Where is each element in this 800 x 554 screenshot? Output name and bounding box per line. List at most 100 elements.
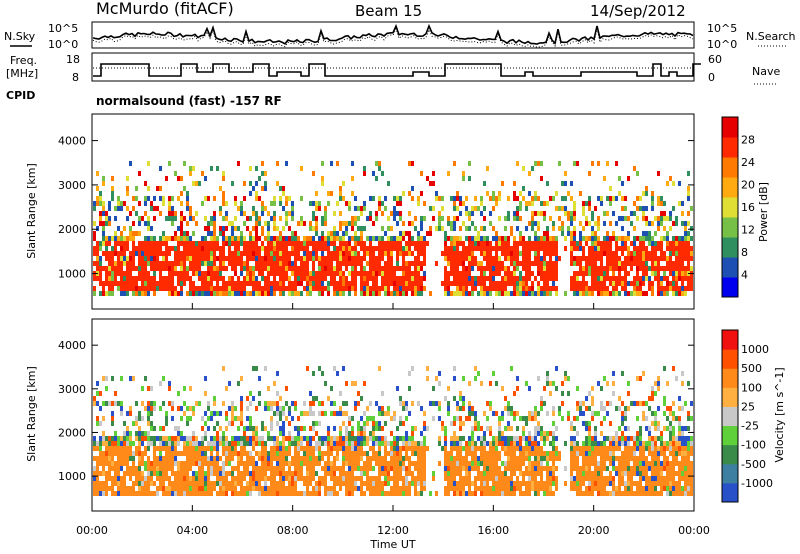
heatmap-cell (294, 491, 297, 496)
heatmap-cell (276, 481, 279, 486)
heatmap-cell (471, 411, 474, 416)
heatmap-cell (489, 401, 492, 406)
heatmap-cell (546, 286, 549, 291)
heatmap-cell (399, 451, 402, 456)
heatmap-cell (465, 276, 468, 281)
heatmap-cell (189, 206, 192, 211)
heatmap-cell (312, 436, 315, 441)
heatmap-cell (417, 446, 420, 451)
heatmap-cell (465, 471, 468, 476)
heatmap-cell (333, 441, 336, 446)
heatmap-cell (591, 211, 594, 216)
heatmap-cell (279, 486, 282, 491)
heatmap-cell (486, 191, 489, 196)
heatmap-cell (342, 286, 345, 291)
heatmap-cell (462, 241, 465, 246)
heatmap-cell (366, 481, 369, 486)
heatmap-cell (165, 246, 168, 251)
heatmap-cell (522, 431, 525, 436)
heatmap-cell (447, 481, 450, 486)
heatmap-cell (366, 471, 369, 476)
heatmap-cell (372, 251, 375, 256)
heatmap-cell (690, 281, 693, 286)
heatmap-cell (537, 486, 540, 491)
heatmap-cell (498, 261, 501, 266)
heatmap-cell (342, 221, 345, 226)
heatmap-cell (129, 486, 132, 491)
heatmap-cell (102, 471, 105, 476)
heatmap-cell (135, 401, 138, 406)
heatmap-cell (546, 246, 549, 251)
heatmap-cell (177, 486, 180, 491)
heatmap-cell (234, 271, 237, 276)
heatmap-cell (240, 291, 243, 296)
heatmap-cell (240, 451, 243, 456)
heatmap-cell (201, 471, 204, 476)
heatmap-cell (150, 246, 153, 251)
colorbar-swatch (722, 237, 738, 258)
heatmap-cell (201, 286, 204, 291)
heatmap-cell (183, 276, 186, 281)
heatmap-cell (582, 491, 585, 496)
heatmap-cell (147, 226, 150, 231)
heatmap-cell (111, 261, 114, 266)
heatmap-cell (156, 251, 159, 256)
heatmap-cell (447, 251, 450, 256)
heatmap-cell (444, 266, 447, 271)
colorbar-swatch (722, 177, 738, 198)
heatmap-cell (180, 291, 183, 296)
heatmap-cell (234, 291, 237, 296)
heatmap-cell (357, 216, 360, 221)
heatmap-cell (348, 481, 351, 486)
heatmap-cell (150, 206, 153, 211)
heatmap-cell (297, 236, 300, 241)
heatmap-cell (516, 486, 519, 491)
heatmap-cell (546, 376, 549, 381)
heatmap-cell (174, 286, 177, 291)
heatmap-cell (222, 246, 225, 251)
heatmap-cell (192, 251, 195, 256)
heatmap-cell (396, 491, 399, 496)
heatmap-cell (126, 461, 129, 466)
heatmap-cell (384, 441, 387, 446)
heatmap-cell (489, 256, 492, 261)
heatmap-cell (249, 461, 252, 466)
heatmap-cell (453, 456, 456, 461)
heatmap-cell (498, 421, 501, 426)
heatmap-cell (681, 246, 684, 251)
heatmap-cell (189, 236, 192, 241)
heatmap-cell (246, 276, 249, 281)
heatmap-cell (291, 456, 294, 461)
heatmap-cell (315, 481, 318, 486)
heatmap-cell (465, 481, 468, 486)
heatmap-cell (411, 251, 414, 256)
heatmap-cell (153, 471, 156, 476)
heatmap-cell (675, 236, 678, 241)
heatmap-cell (273, 491, 276, 496)
heatmap-cell (195, 476, 198, 481)
heatmap-cell (489, 451, 492, 456)
heatmap-cell (348, 461, 351, 466)
heatmap-cell (546, 241, 549, 246)
heatmap-cell (126, 436, 129, 441)
heatmap-cell (609, 246, 612, 251)
heatmap-cell (366, 461, 369, 466)
heatmap-cell (468, 246, 471, 251)
heatmap-cell (312, 426, 315, 431)
heatmap-cell (378, 236, 381, 241)
heatmap-cell (447, 291, 450, 296)
heatmap-cell (186, 436, 189, 441)
heatmap-cell (219, 471, 222, 476)
heatmap-cell (633, 251, 636, 256)
heatmap-cell (456, 471, 459, 476)
heatmap-cell (513, 436, 516, 441)
heatmap-cell (102, 416, 105, 421)
heatmap-cell (597, 446, 600, 451)
heatmap-cell (498, 451, 501, 456)
heatmap-cell (378, 436, 381, 441)
heatmap-cell (420, 226, 423, 231)
heatmap-cell (552, 411, 555, 416)
heatmap-cell (120, 256, 123, 261)
heatmap-cell (168, 196, 171, 201)
heatmap-cell (171, 261, 174, 266)
